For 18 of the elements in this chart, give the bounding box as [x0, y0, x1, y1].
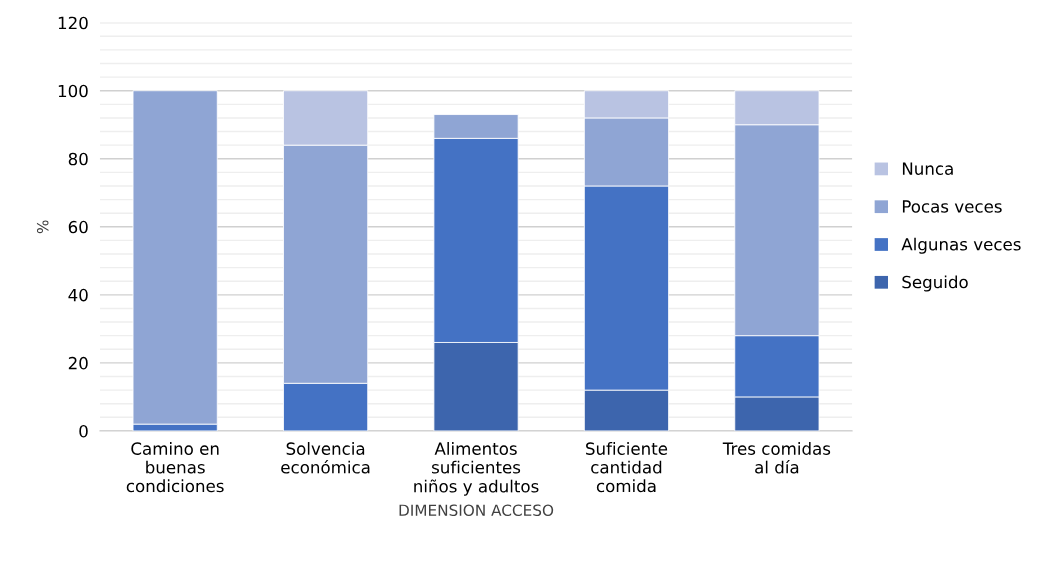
y-tick-label: 80 — [68, 152, 88, 166]
x-tick-label: Camino en buenas condiciones — [126, 442, 224, 493]
legend-label: Algunas veces — [901, 237, 1021, 254]
legend-label: Pocas veces — [902, 200, 1002, 213]
y-axis-title: % — [36, 220, 49, 234]
y-tick-label: 20 — [68, 356, 88, 370]
legend-label: Seguido — [902, 275, 968, 292]
x-tick-label: Tres comidas al día — [722, 442, 831, 474]
x-axis-title: DIMENSION ACCESO — [399, 504, 554, 516]
y-tick-label: 0 — [79, 424, 88, 438]
y-tick-label: 60 — [68, 220, 88, 234]
x-tick-label: Suficiente cantidad comida — [586, 442, 668, 493]
x-tick-label: Alimentos suficientes niños y adultos — [414, 442, 539, 496]
legend-label: Nunca — [902, 162, 953, 175]
y-tick-label: 100 — [58, 84, 88, 98]
y-tick-label: 120 — [58, 16, 88, 30]
x-tick-label: Solvencia económica — [281, 442, 370, 474]
y-tick-label: 40 — [68, 288, 88, 302]
